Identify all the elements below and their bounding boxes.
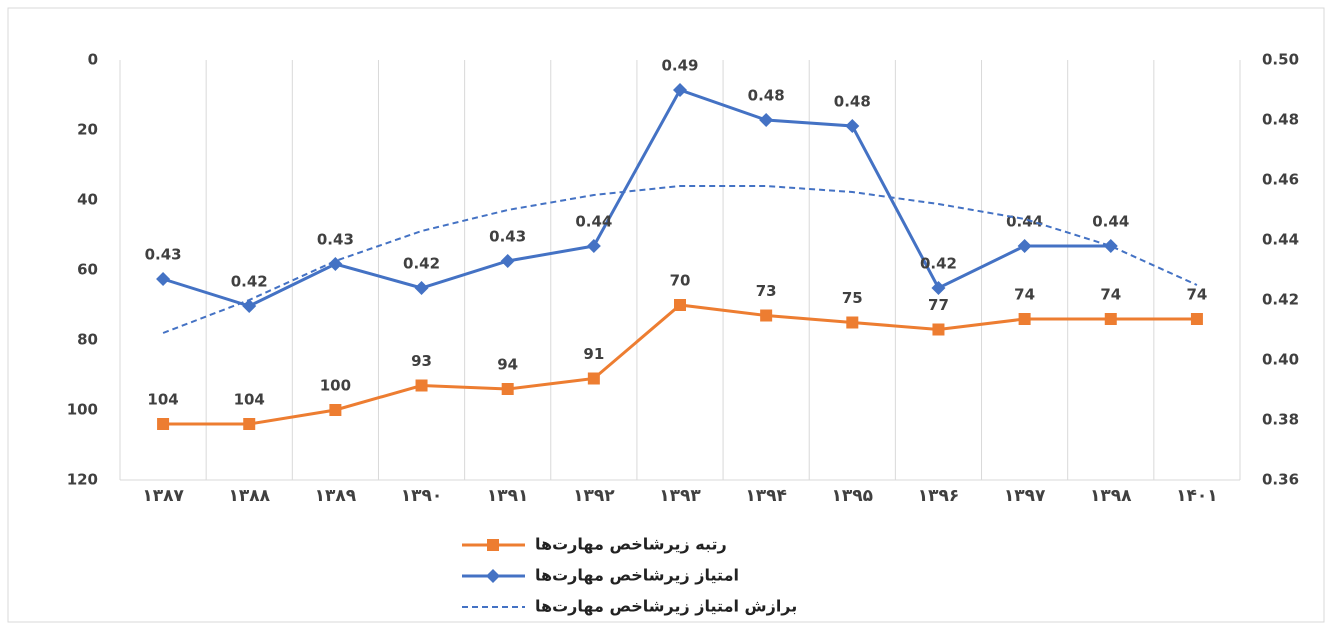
x-tick-label: ۱۳۹۲ <box>573 486 615 506</box>
y2-tick-label: 0.36 <box>1262 471 1299 489</box>
data-label: 104 <box>147 391 178 409</box>
data-label: 104 <box>234 391 265 409</box>
point <box>587 372 600 385</box>
series-line <box>162 185 1198 334</box>
point <box>415 379 428 392</box>
y-tick-label: 120 <box>67 471 98 489</box>
point <box>845 119 860 133</box>
point <box>414 281 429 295</box>
x-tick-label: ۱۳۸۷ <box>142 486 184 506</box>
point <box>673 83 687 97</box>
x-tick-label: ۱۳۹۴ <box>745 486 787 506</box>
data-label: 0.42 <box>920 255 957 273</box>
data-label: 0.49 <box>661 57 698 75</box>
data-label: 74 <box>1014 286 1035 304</box>
data-label: 0.44 <box>1006 213 1043 231</box>
point <box>242 299 257 313</box>
point <box>487 539 499 551</box>
data-label: 73 <box>756 282 777 300</box>
y-tick-label: 60 <box>77 261 98 279</box>
point <box>1017 239 1032 253</box>
point <box>156 272 171 286</box>
data-label: 100 <box>320 377 351 395</box>
x-tick-label: ۱۳۹۷ <box>1004 486 1046 506</box>
data-label: 0.48 <box>748 87 785 105</box>
y-tick-label: 20 <box>77 121 98 139</box>
y2-tick-label: 0.46 <box>1262 171 1299 189</box>
y2-tick-label: 0.44 <box>1262 231 1299 249</box>
point <box>1104 313 1117 325</box>
point <box>1190 313 1203 325</box>
x-tick-label: ۱۴۰۱ <box>1176 486 1218 506</box>
y-tick-label: 100 <box>67 401 98 419</box>
data-label: 0.48 <box>834 93 871 111</box>
data-label: 0.43 <box>145 246 182 264</box>
y-tick-label: 0 <box>88 51 98 69</box>
x-tick-label: ۱۳۹۵ <box>832 486 874 506</box>
data-label: 0.42 <box>231 273 268 291</box>
x-tick-label: ۱۳۸۹ <box>315 486 357 506</box>
point <box>586 239 601 253</box>
data-label: 0.43 <box>489 228 526 246</box>
point <box>486 569 500 583</box>
data-label: 94 <box>497 356 518 374</box>
y-tick-label: 80 <box>77 331 98 349</box>
data-label: 91 <box>583 345 604 363</box>
x-tick-label: ۱۳۹۸ <box>1090 486 1132 506</box>
point <box>329 404 342 416</box>
data-label: 74 <box>1100 286 1121 304</box>
data-label: 77 <box>928 296 949 314</box>
x-tick-label: ۱۳۸۸ <box>228 486 270 506</box>
y2-tick-label: 0.38 <box>1262 411 1299 429</box>
x-tick-label: ۱۳۹۱ <box>487 486 529 506</box>
y2-tick-label: 0.40 <box>1262 351 1299 369</box>
y2-tick-label: 0.42 <box>1262 291 1299 309</box>
data-label: 70 <box>670 272 691 290</box>
x-tick-label: ۱۳۹۰ <box>401 486 443 506</box>
point <box>243 418 256 430</box>
point <box>674 299 686 311</box>
data-label: 74 <box>1186 286 1207 304</box>
x-tick-label: ۱۳۹۶ <box>918 486 960 506</box>
point <box>157 418 170 430</box>
point <box>846 316 859 329</box>
y2-tick-label: 0.48 <box>1262 111 1299 129</box>
point <box>760 309 773 322</box>
data-label: 0.43 <box>317 231 354 249</box>
data-label: 93 <box>411 352 432 370</box>
legend-label: رتبه زیرشاخص مهارت‌ها <box>535 535 727 554</box>
data-label: 0.44 <box>575 213 612 231</box>
x-tick-label: ۱۳۹۳ <box>659 486 701 506</box>
y-tick-label: 40 <box>77 191 98 209</box>
point <box>1018 313 1031 325</box>
point <box>932 323 945 336</box>
point <box>759 113 774 127</box>
point <box>501 383 514 395</box>
legend-label: امتیاز زیرشاخص مهارت‌ها <box>535 566 739 585</box>
legend-label: برازش امتیاز زیرشاخص مهارت‌ها <box>535 597 797 616</box>
y2-tick-label: 0.50 <box>1262 51 1299 69</box>
data-label: 0.44 <box>1092 213 1129 231</box>
point <box>931 281 946 295</box>
point <box>500 254 515 268</box>
series-line <box>162 88 1111 308</box>
data-label: 0.42 <box>403 255 440 273</box>
data-label: 75 <box>842 289 863 307</box>
point <box>1103 239 1118 253</box>
